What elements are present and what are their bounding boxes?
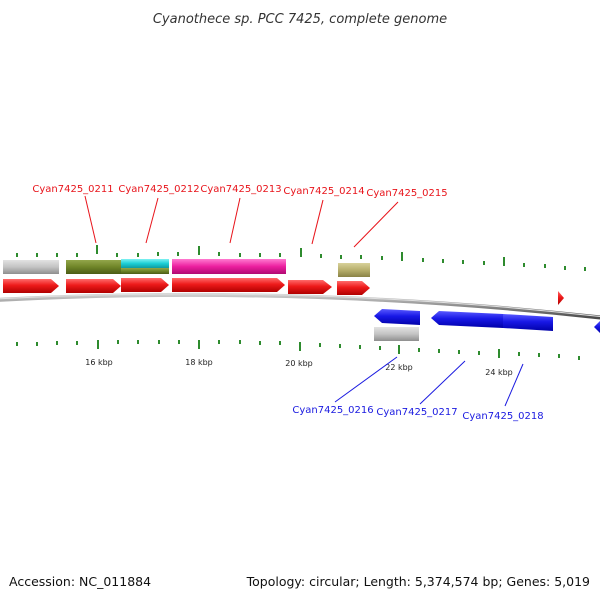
scale-label: 16 kbp: [85, 358, 113, 367]
gene-label: Cyan7425_0212: [118, 184, 199, 195]
feature-box-olive-small: [121, 268, 169, 274]
scale-label: 20 kbp: [285, 359, 313, 368]
gene-arrow-forward: [3, 279, 59, 293]
gene-arrow-forward: [337, 281, 370, 295]
feature-box-cyan: [121, 259, 169, 268]
forward-gene-callouts: [84, 195, 399, 248]
forward-gene-labels: Cyan7425_0211 Cyan7425_0212 Cyan7425_021…: [32, 184, 447, 199]
gene-arrow-reverse: [374, 309, 420, 325]
feature-box-khaki: [338, 263, 370, 277]
gene-arrow-forward: [172, 278, 285, 292]
reverse-gene-arrows: [374, 309, 600, 333]
outer-tick-track: [16, 245, 586, 271]
scale-label: 18 kbp: [185, 358, 213, 367]
scale-label: 24 kbp: [485, 368, 513, 377]
gene-arrow-reverse: [503, 314, 553, 331]
gene-label: Cyan7425_0218: [462, 411, 543, 422]
accession-text: Accession: NC_011884: [9, 574, 151, 589]
feature-box-gray: [3, 260, 59, 274]
forward-gene-arrows: [3, 278, 564, 305]
gene-label: Cyan7425_0213: [200, 184, 281, 195]
gene-label: Cyan7425_0211: [32, 184, 113, 195]
scale-label: 22 kbp: [385, 363, 413, 372]
inner-tick-track: [16, 340, 580, 360]
gene-arrow-forward: [558, 291, 564, 305]
reverse-gene-callouts: [334, 356, 524, 407]
gene-arrow-reverse: [431, 311, 503, 328]
genome-summary-text: Topology: circular; Length: 5,374,574 bp…: [246, 574, 590, 589]
map-title: Cyanothece sp. PCC 7425, complete genome: [153, 12, 447, 27]
gene-arrow-forward: [66, 279, 121, 293]
genome-backbone: [0, 292, 600, 320]
gene-arrow-reverse: [594, 321, 600, 333]
scale-labels: 16 kbp 18 kbp 20 kbp 22 kbp 24 kbp: [85, 358, 513, 377]
feature-box-olive: [66, 260, 121, 274]
gene-label: Cyan7425_0217: [376, 407, 457, 418]
forward-feature-row: [3, 259, 370, 277]
feature-box-gray-reverse: [374, 327, 419, 341]
reverse-gene-labels: Cyan7425_0216 Cyan7425_0217 Cyan7425_021…: [292, 405, 543, 422]
gene-arrow-forward: [121, 278, 169, 292]
feature-box-pink: [172, 259, 286, 274]
gene-label: Cyan7425_0214: [283, 186, 364, 197]
gene-label: Cyan7425_0216: [292, 405, 373, 416]
gene-arrow-forward: [288, 280, 332, 294]
gene-label: Cyan7425_0215: [366, 188, 447, 199]
